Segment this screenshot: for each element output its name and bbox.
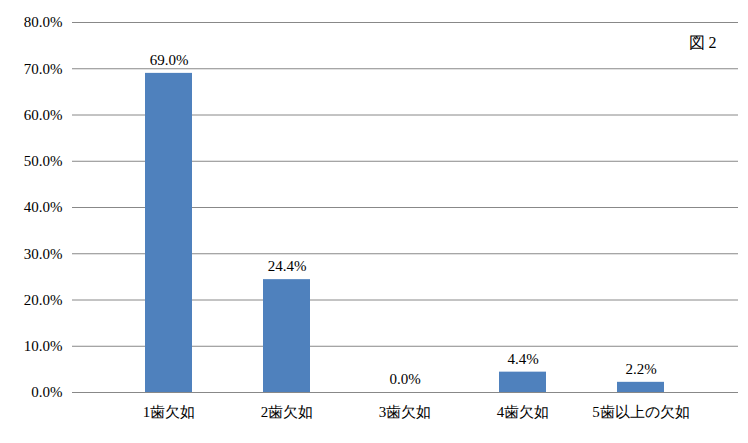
svg-text:60.0%: 60.0% — [24, 107, 63, 123]
svg-text:69.0%: 69.0% — [150, 52, 189, 68]
svg-text:図 2: 図 2 — [689, 34, 717, 51]
svg-text:0.0%: 0.0% — [31, 384, 62, 400]
svg-text:20.0%: 20.0% — [24, 292, 63, 308]
svg-text:10.0%: 10.0% — [24, 338, 63, 354]
svg-text:24.4%: 24.4% — [268, 258, 307, 274]
svg-text:40.0%: 40.0% — [24, 199, 63, 215]
svg-text:3歯欠如: 3歯欠如 — [379, 404, 432, 420]
svg-text:2.2%: 2.2% — [625, 361, 656, 377]
svg-text:2歯欠如: 2歯欠如 — [261, 404, 314, 420]
svg-text:30.0%: 30.0% — [24, 246, 63, 262]
svg-text:80.0%: 80.0% — [24, 14, 63, 30]
svg-text:0.0%: 0.0% — [389, 371, 420, 387]
svg-text:4.4%: 4.4% — [507, 351, 538, 367]
svg-text:4歯欠如: 4歯欠如 — [497, 404, 550, 420]
svg-text:50.0%: 50.0% — [24, 153, 63, 169]
svg-text:70.0%: 70.0% — [24, 61, 63, 77]
svg-text:1歯欠如: 1歯欠如 — [143, 404, 196, 420]
svg-text:5歯以上の欠如: 5歯以上の欠如 — [592, 404, 690, 420]
